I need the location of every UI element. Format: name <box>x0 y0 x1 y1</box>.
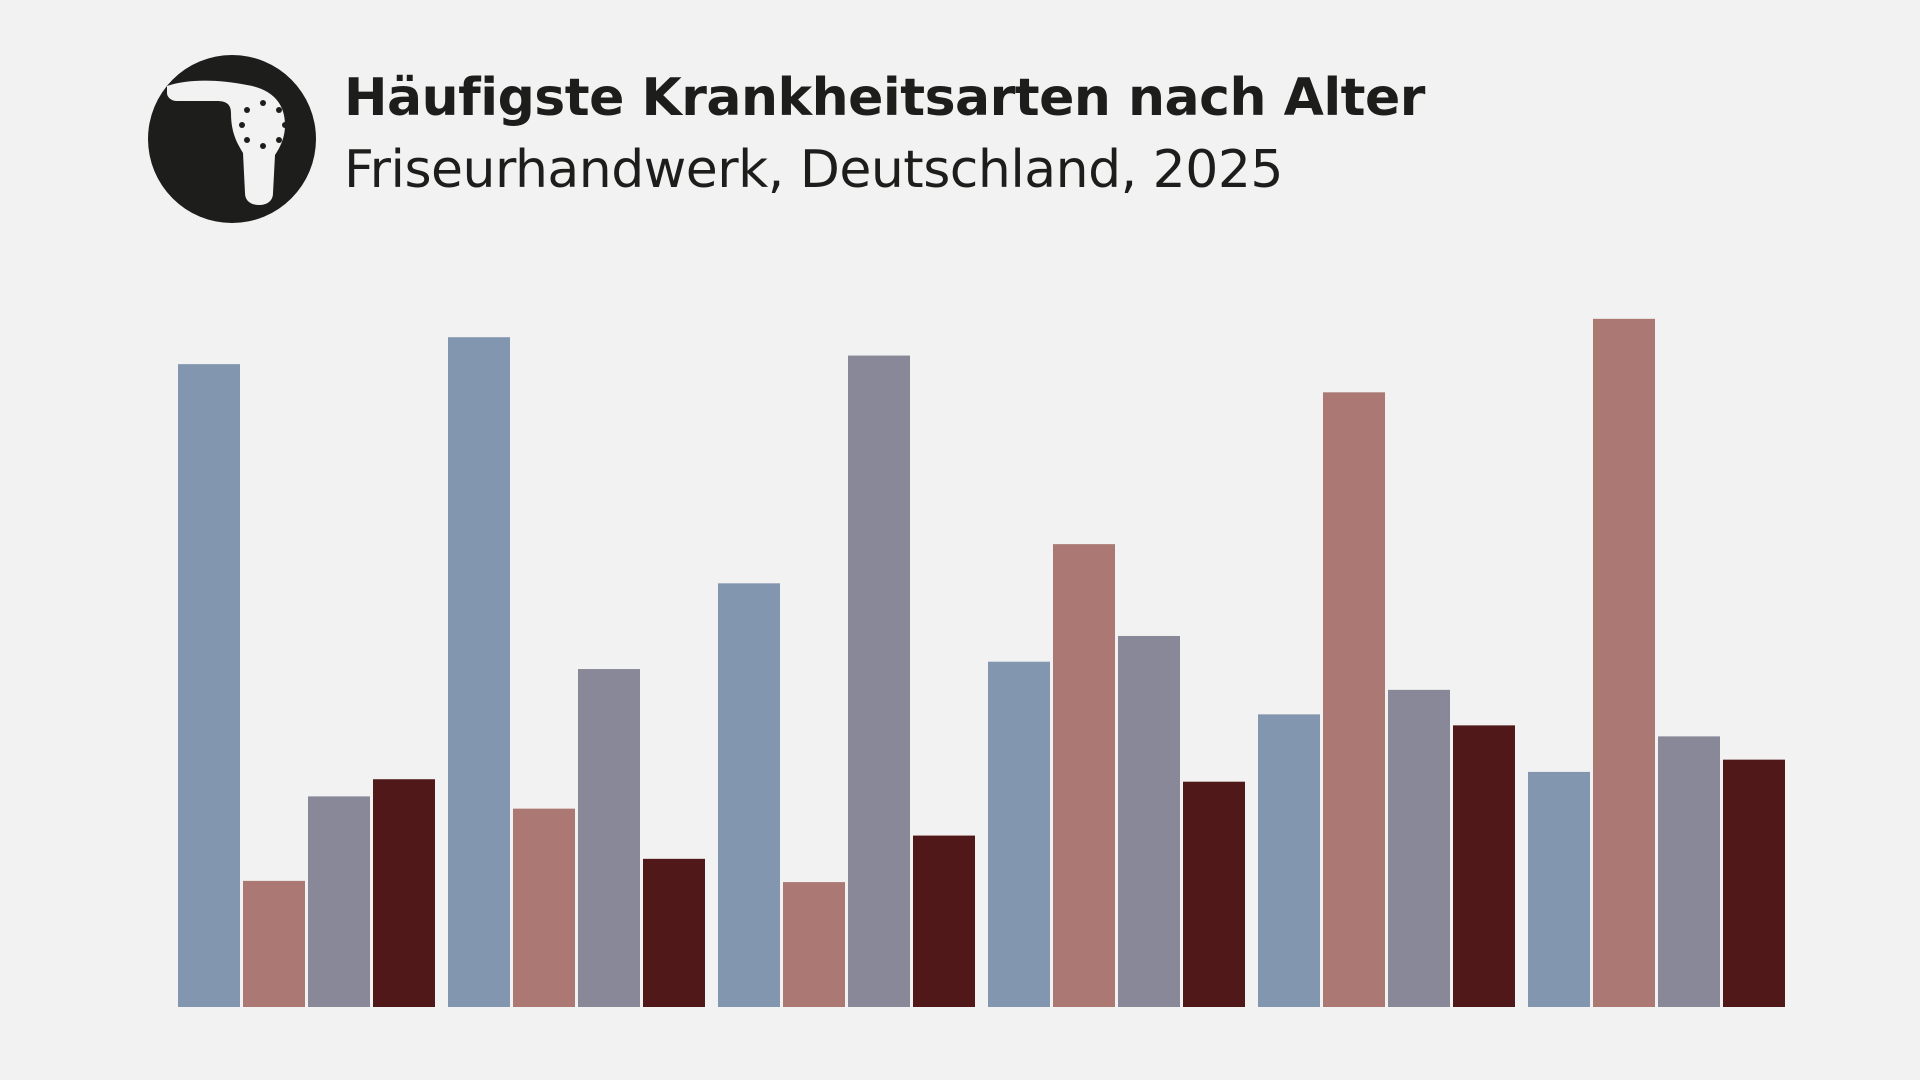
bar-group5-series4 <box>1453 725 1515 1007</box>
bar-group-2 <box>448 337 705 1007</box>
bar-group5-series1 <box>1258 714 1320 1007</box>
bar-group2-series1 <box>448 337 510 1007</box>
bar-group3-series2 <box>783 882 845 1007</box>
bar-group4-series3 <box>1118 635 1180 1007</box>
bar-group2-series2 <box>513 808 575 1007</box>
bar-group5-series2 <box>1323 392 1385 1007</box>
chart-title: Häufigste Krankheitsarten nach Alter <box>344 68 1425 128</box>
bar-group5-series3 <box>1388 689 1450 1007</box>
bar-group4-series1 <box>988 661 1050 1007</box>
hair-dryer-icon <box>148 55 316 223</box>
bar-group3-series3 <box>848 355 910 1007</box>
bar-group4-series2 <box>1053 544 1115 1007</box>
bar-group-5 <box>1258 392 1515 1007</box>
bar-group6-series4 <box>1723 759 1785 1007</box>
bar-group6-series2 <box>1593 318 1655 1007</box>
bar-group3-series4 <box>913 835 975 1007</box>
bar-group6-series1 <box>1528 771 1590 1007</box>
bar-group1-series2 <box>243 880 305 1007</box>
bar-group1-series1 <box>178 364 240 1007</box>
bar-group-6 <box>1528 318 1785 1007</box>
bar-group3-series1 <box>718 583 780 1007</box>
bar-group2-series4 <box>643 858 705 1007</box>
bar-group1-series4 <box>373 779 435 1007</box>
bar-group1-series3 <box>308 796 370 1007</box>
bar-group-3 <box>718 355 975 1007</box>
bar-group2-series3 <box>578 669 640 1007</box>
bar-group4-series4 <box>1183 781 1245 1007</box>
bar-group6-series3 <box>1658 736 1720 1007</box>
chart-subtitle: Friseurhandwerk, Deutschland, 2025 <box>344 140 1284 200</box>
bar-group-4 <box>988 544 1245 1007</box>
bar-group-1 <box>178 364 435 1007</box>
